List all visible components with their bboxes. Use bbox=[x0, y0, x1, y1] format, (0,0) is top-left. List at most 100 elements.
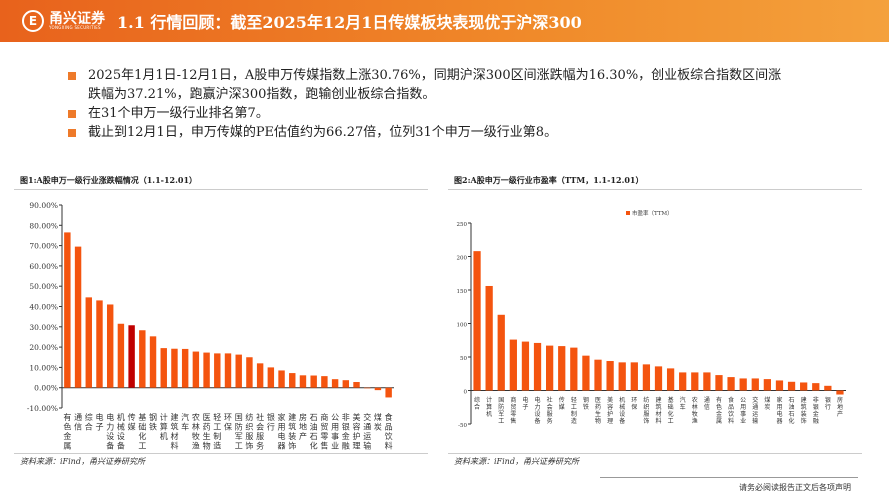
bar-建筑装饰 bbox=[289, 373, 296, 388]
bar-汽车 bbox=[679, 372, 687, 391]
x-tick-label: 环保 bbox=[631, 397, 637, 411]
x-tick-label: 机械设备 bbox=[117, 412, 125, 451]
bar-家用电器 bbox=[775, 380, 784, 391]
bar-交通运输 bbox=[364, 387, 371, 389]
x-tick-label: 电子 bbox=[95, 412, 103, 432]
bar-煤炭 bbox=[763, 379, 771, 391]
x-tick-label: 通信 bbox=[74, 412, 82, 432]
bar-综合 bbox=[473, 251, 481, 391]
x-tick-label: 有色金属 bbox=[716, 396, 722, 425]
bar-纺织服饰 bbox=[246, 357, 253, 388]
x-tick-label: 计算机 bbox=[486, 396, 492, 418]
y-tick-label: 80.00% bbox=[29, 221, 58, 230]
bar-医药生物 bbox=[594, 359, 602, 391]
bar-社会服务 bbox=[546, 345, 554, 391]
bar-机械设备 bbox=[117, 323, 125, 388]
x-tick-label: 电力设备 bbox=[106, 412, 114, 451]
bar-银行 bbox=[267, 367, 275, 388]
bar-钢铁 bbox=[149, 336, 157, 388]
y-tick-label: 50.00% bbox=[29, 282, 58, 291]
bar-建筑装饰 bbox=[800, 382, 808, 391]
x-tick-label: 基础化工 bbox=[668, 396, 674, 425]
bar-通信 bbox=[74, 246, 82, 388]
bar-房地产 bbox=[836, 390, 844, 395]
bar-电子 bbox=[96, 300, 103, 388]
x-tick-label: 机械设备 bbox=[619, 396, 625, 425]
bar-银行 bbox=[824, 385, 832, 391]
bar-食品饮料 bbox=[727, 377, 735, 391]
bullet-text: 2025年1月1日-12月1日，A股申万传媒指数上涨30.76%，同期沪深300… bbox=[88, 68, 782, 102]
bar-基础化工 bbox=[139, 330, 146, 388]
bar-商贸零售 bbox=[321, 376, 328, 388]
bar-煤炭 bbox=[374, 387, 382, 391]
y-tick-label: 60.00% bbox=[29, 262, 58, 271]
legend-label: 市盈率（TTM） bbox=[632, 209, 673, 217]
x-tick-label: 石油石化 bbox=[789, 397, 795, 425]
bar-有色金属 bbox=[64, 232, 71, 388]
bar-通信 bbox=[703, 372, 711, 391]
y-tick-label: 20.00% bbox=[29, 343, 58, 352]
bullet-list: 2025年1月1日-12月1日，A股申万传媒指数上涨30.76%，同期沪深300… bbox=[68, 66, 788, 142]
y-tick-label: -50 bbox=[458, 423, 467, 429]
bar-美容护理 bbox=[606, 361, 614, 391]
bullet-square-icon bbox=[68, 129, 76, 137]
x-tick-label: 煤炭 bbox=[374, 412, 382, 432]
x-tick-label: 美容护理 bbox=[353, 412, 361, 451]
x-tick-label: 电子 bbox=[522, 396, 528, 411]
x-tick-label: 轻工制造 bbox=[213, 412, 221, 451]
bar-社会服务 bbox=[256, 363, 264, 388]
bar-非银金融 bbox=[342, 380, 350, 388]
x-tick-label: 综合 bbox=[474, 396, 480, 411]
x-tick-label: 传媒 bbox=[559, 396, 565, 411]
x-tick-label: 通信 bbox=[704, 396, 710, 411]
y-tick-label: 250 bbox=[457, 222, 468, 228]
bullet-item: 在31个申万一级行业排名第7。 bbox=[68, 104, 788, 123]
x-tick-label: 交通运输 bbox=[752, 396, 758, 425]
bullet-item: 2025年1月1日-12月1日，A股申万传媒指数上涨30.76%，同期沪深300… bbox=[68, 66, 788, 104]
x-tick-label: 商贸零售 bbox=[320, 412, 328, 451]
x-tick-label: 计算机 bbox=[160, 412, 168, 441]
bar-电力设备 bbox=[106, 304, 114, 388]
logo-english: YONGXING SECURITIES bbox=[49, 25, 101, 30]
bar-纺织服饰 bbox=[642, 364, 651, 391]
bullet-square-icon bbox=[68, 72, 76, 80]
bar-有色金属 bbox=[715, 375, 723, 391]
x-tick-label: 食品饮料 bbox=[728, 396, 734, 425]
x-tick-label: 社会服务 bbox=[256, 412, 264, 451]
x-tick-label: 建筑装饰 bbox=[801, 396, 807, 425]
bar-轻工制造 bbox=[214, 353, 221, 388]
bar-传媒 bbox=[558, 346, 566, 391]
x-tick-label: 食品饮料 bbox=[385, 412, 393, 451]
slide-title: 1.1 行情回顾：截至2025年12月1日传媒板块表现优于沪深300 bbox=[117, 13, 582, 32]
bar-非银金融 bbox=[812, 383, 820, 391]
x-tick-label: 建筑材料 bbox=[655, 396, 661, 425]
x-tick-label: 农林牧渔 bbox=[692, 396, 698, 425]
bar-交通运输 bbox=[751, 378, 759, 391]
bar-综合 bbox=[85, 297, 92, 388]
y-tick-label: 70.00% bbox=[29, 242, 58, 251]
x-tick-label: 美容护理 bbox=[607, 396, 613, 425]
bar-汽车 bbox=[181, 348, 189, 388]
y-tick-label: 0 bbox=[464, 390, 468, 396]
chart2-source: 资料来源：iFind，甬兴证券研究所 bbox=[454, 457, 579, 466]
y-tick-label: 30.00% bbox=[29, 323, 58, 332]
logo-mark: E bbox=[22, 10, 44, 32]
bar-食品饮料 bbox=[385, 387, 392, 398]
chart1-svg: -10.00% 0.00% 10.00% 20.00% 30.00% 40.00% 50.0… bbox=[27, 201, 394, 451]
x-tick-label: 公用事业 bbox=[331, 413, 339, 451]
bar-建筑材料 bbox=[171, 348, 178, 388]
x-tick-label: 综合 bbox=[85, 412, 93, 432]
y-tick-label: -10.00% bbox=[27, 404, 58, 413]
bullet-item: 截止到12月1日，申万传媒的PE估值约为66.27倍，位列31个申万一级行业第8… bbox=[68, 123, 788, 142]
y-tick-label: 150 bbox=[457, 289, 468, 295]
x-tick-label: 农林牧渔 bbox=[192, 412, 200, 451]
chart2-panel: 图2:A股申万一级行业市盈率（TTM，1.1-12.01） -50 0 50 100 1… bbox=[446, 175, 864, 470]
x-tick-label: 非银金融 bbox=[342, 412, 350, 451]
x-tick-label: 银行 bbox=[267, 412, 275, 432]
x-tick-label: 建筑装饰 bbox=[288, 412, 296, 451]
x-tick-label: 家用电器 bbox=[278, 412, 286, 451]
bar-计算机 bbox=[485, 285, 493, 391]
bar-公用事业 bbox=[739, 378, 747, 391]
bullet-square-icon bbox=[68, 110, 76, 118]
